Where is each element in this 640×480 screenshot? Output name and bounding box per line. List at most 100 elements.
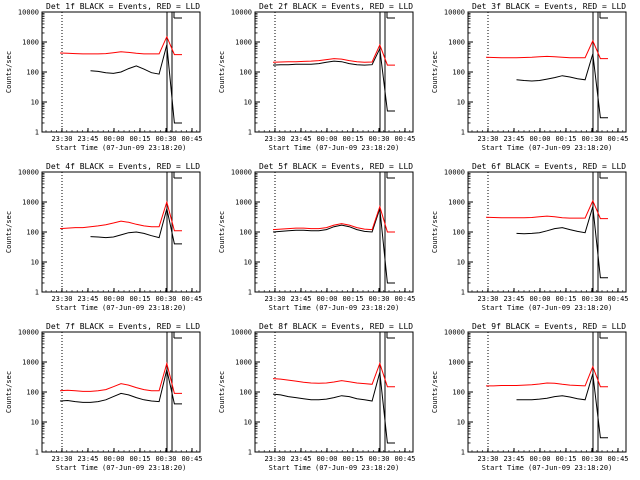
x-tick-label: 00:45 — [181, 135, 202, 143]
x-tick-label: 23:30 — [477, 295, 498, 303]
panel-title: Det 6f BLACK = Events, RED = LLD — [472, 162, 626, 171]
series-line-lld — [486, 365, 608, 388]
panel-title: Det 7f BLACK = Events, RED = LLD — [46, 322, 200, 331]
x-axis-label: Start Time (07-Jun-09 23:18:20) — [56, 464, 187, 472]
panel-title: Det 2f BLACK = Events, RED = LLD — [259, 2, 413, 11]
y-axis-label: Counts/sec — [218, 371, 226, 413]
x-tick-label: 00:30 — [581, 295, 602, 303]
panel-title: Det 3f BLACK = Events, RED = LLD — [472, 2, 626, 11]
x-tick-label: 00:15 — [129, 135, 150, 143]
y-tick-label: 10 — [31, 259, 39, 267]
x-tick-label: 00:15 — [555, 455, 576, 463]
x-tick-label: 23:30 — [477, 135, 498, 143]
x-tick-label: 00:45 — [181, 455, 202, 463]
x-tick-label: 00:00 — [316, 295, 337, 303]
y-tick-label: 10000 — [231, 9, 252, 17]
plot-frame — [41, 331, 201, 453]
series-line-events — [516, 206, 608, 279]
panel-2: Det 2f BLACK = Events, RED = LLD 1 10 100 10… — [218, 2, 416, 152]
y-tick-label: 1 — [248, 129, 252, 137]
y-tick-label: 10000 — [444, 9, 465, 17]
y-tick-label: 1 — [461, 449, 465, 457]
panel-5: Det 5f BLACK = Events, RED = LLD 1 10 100 10… — [218, 162, 416, 312]
series-line-lld — [272, 43, 395, 66]
panel-title: Det 4f BLACK = Events, RED = LLD — [46, 162, 200, 171]
x-tick-label: 00:30 — [155, 295, 176, 303]
series-line-lld — [59, 35, 182, 56]
y-tick-label: 100 — [26, 69, 39, 77]
x-tick-label: 23:45 — [77, 295, 98, 303]
x-tick-label: 23:30 — [51, 135, 72, 143]
x-tick-label: 00:30 — [155, 135, 176, 143]
x-tick-label: 00:45 — [394, 455, 415, 463]
plot-frame — [41, 171, 201, 293]
y-axis-label: Counts/sec — [218, 51, 226, 93]
y-tick-label: 1 — [35, 449, 39, 457]
plot-frame — [467, 11, 627, 133]
x-axis-label: Start Time (07-Jun-09 23:18:20) — [269, 304, 400, 312]
x-tick-label: 00:15 — [342, 295, 363, 303]
x-tick-label: 00:30 — [368, 295, 389, 303]
x-tick-label: 00:15 — [555, 295, 576, 303]
x-tick-label: 00:00 — [529, 295, 550, 303]
series-line-lld — [59, 361, 182, 394]
y-tick-label: 1 — [461, 289, 465, 297]
panel-8: Det 8f BLACK = Events, RED = LLD 1 10 100 10… — [218, 322, 416, 472]
x-tick-label: 23:45 — [290, 455, 311, 463]
y-tick-label: 10 — [457, 419, 465, 427]
series-line-lld — [485, 199, 608, 220]
y-axis-label: Counts/sec — [5, 51, 13, 93]
series-line-lld — [272, 361, 395, 388]
y-tick-label: 1000 — [235, 39, 252, 47]
panel-title: Det 1f BLACK = Events, RED = LLD — [46, 2, 200, 11]
x-tick-label: 00:00 — [103, 455, 124, 463]
x-tick-label: 23:30 — [264, 455, 285, 463]
y-axis-label: Counts/sec — [431, 51, 439, 93]
x-tick-label: 00:00 — [103, 295, 124, 303]
panel-title: Det 9f BLACK = Events, RED = LLD — [472, 322, 626, 331]
y-tick-label: 1 — [248, 449, 252, 457]
y-tick-label: 10 — [31, 419, 39, 427]
y-axis-label: Counts/sec — [218, 211, 226, 253]
y-axis-label: Counts/sec — [431, 371, 439, 413]
y-tick-label: 100 — [26, 389, 39, 397]
series-line-events — [272, 208, 395, 284]
x-tick-label: 00:00 — [316, 135, 337, 143]
x-tick-label: 00:00 — [529, 455, 550, 463]
y-tick-label: 10000 — [444, 329, 465, 337]
x-tick-label: 00:45 — [607, 135, 628, 143]
x-tick-label: 23:30 — [477, 455, 498, 463]
y-tick-label: 10 — [244, 419, 252, 427]
panel-3: Det 3f BLACK = Events, RED = LLD 1 10 100 10… — [431, 2, 629, 152]
y-axis-label: Counts/sec — [431, 211, 439, 253]
plot-frame — [254, 11, 414, 133]
plot-frame — [467, 171, 627, 293]
panel-1: Det 1f BLACK = Events, RED = LLD 1 10 100 10… — [5, 2, 203, 152]
y-tick-label: 10 — [457, 99, 465, 107]
y-tick-label: 10000 — [231, 329, 252, 337]
y-tick-label: 1 — [35, 289, 39, 297]
x-tick-label: 23:30 — [264, 295, 285, 303]
x-axis-label: Start Time (07-Jun-09 23:18:20) — [56, 304, 187, 312]
x-tick-label: 00:00 — [316, 455, 337, 463]
x-tick-label: 00:45 — [394, 135, 415, 143]
x-axis-label: Start Time (07-Jun-09 23:18:20) — [56, 144, 187, 152]
x-tick-label: 00:00 — [103, 135, 124, 143]
y-tick-label: 100 — [452, 389, 465, 397]
x-tick-label: 23:45 — [290, 135, 311, 143]
series-line-lld — [272, 204, 395, 233]
x-tick-label: 00:30 — [368, 135, 389, 143]
y-tick-label: 10000 — [18, 169, 39, 177]
y-tick-label: 1000 — [448, 39, 465, 47]
panel-9: Det 9f BLACK = Events, RED = LLD 1 10 100 10… — [431, 322, 629, 472]
panel-7: Det 7f BLACK = Events, RED = LLD 1 10 100 10… — [5, 322, 203, 472]
y-tick-label: 100 — [239, 389, 252, 397]
x-tick-label: 00:30 — [581, 455, 602, 463]
series-line-lld — [59, 200, 182, 232]
x-tick-label: 00:30 — [155, 455, 176, 463]
plot-frame — [467, 331, 627, 453]
x-tick-label: 00:15 — [342, 455, 363, 463]
y-tick-label: 100 — [239, 229, 252, 237]
x-tick-label: 00:45 — [607, 455, 628, 463]
